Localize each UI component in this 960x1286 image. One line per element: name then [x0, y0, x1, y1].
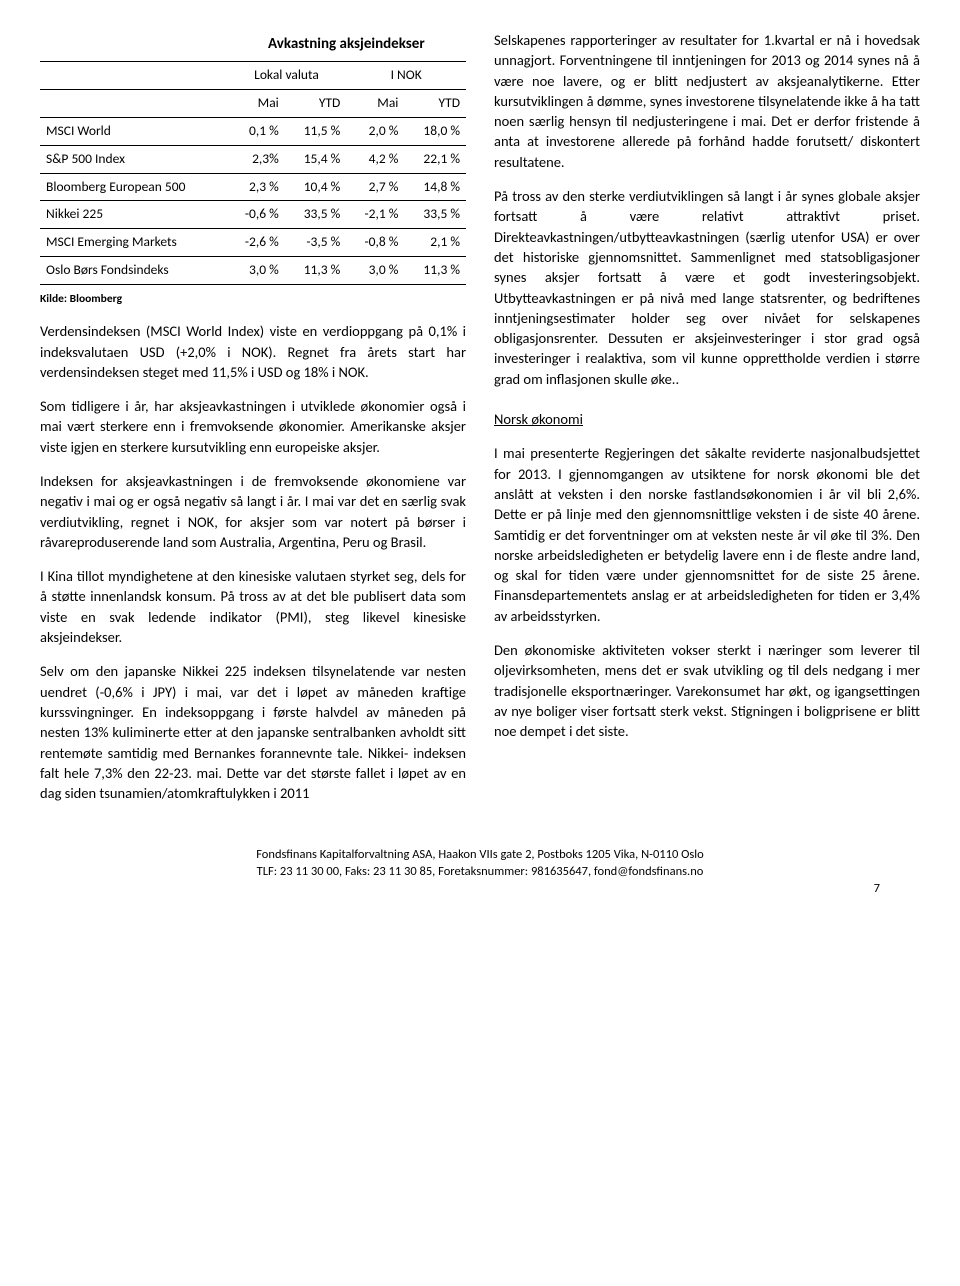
cell-value: 3,0 % [346, 257, 404, 285]
row-label: Oslo Børs Fondsindeks [40, 257, 227, 285]
table-source: Kilde: Bloomberg [40, 291, 466, 307]
table-row: Nikkei 225-0,6 %33,5 %-2,1 %33,5 % [40, 201, 466, 229]
cell-value: 22,1 % [404, 145, 466, 173]
row-label: Nikkei 225 [40, 201, 227, 229]
cell-value: 2,3% [227, 145, 285, 173]
table-row: MSCI World0,1 %11,5 %2,0 %18,0 % [40, 117, 466, 145]
col-ytd-1: YTD [285, 89, 347, 117]
para-left-2: Som tidligere i år, har aksjeavkastninge… [40, 396, 466, 457]
footer-line-1: Fondsfinans Kapitalforvaltning ASA, Haak… [256, 847, 704, 862]
cell-value: 18,0 % [404, 117, 466, 145]
col-mai-2: Mai [346, 89, 404, 117]
group-header-nok: I NOK [346, 62, 466, 90]
cell-value: 11,3 % [404, 257, 466, 285]
cell-value: -0,6 % [227, 201, 285, 229]
cell-value: -0,8 % [346, 229, 404, 257]
cell-value: 14,8 % [404, 173, 466, 201]
para-right-1: Selskapenes rapporteringer av resultater… [494, 30, 920, 172]
para-left-5: Selv om den japanske Nikkei 225 indeksen… [40, 661, 466, 803]
returns-table: Avkastning aksjeindekser Lokal valuta I … [40, 30, 466, 285]
cell-value: 2,1 % [404, 229, 466, 257]
table-title: Avkastning aksjeindekser [227, 30, 466, 62]
para-left-3: Indeksen for aksjeavkastningen i de frem… [40, 471, 466, 552]
cell-value: 2,3 % [227, 173, 285, 201]
cell-value: 4,2 % [346, 145, 404, 173]
group-header-local: Lokal valuta [227, 62, 347, 90]
table-row: MSCI Emerging Markets-2,6 %-3,5 %-0,8 %2… [40, 229, 466, 257]
page-footer: Fondsfinans Kapitalforvaltning ASA, Haak… [40, 847, 920, 880]
col-mai-1: Mai [227, 89, 285, 117]
cell-value: 0,1 % [227, 117, 285, 145]
para-right-2: På tross av den sterke verdiutviklingen … [494, 186, 920, 389]
table-row: S&P 500 Index2,3%15,4 %4,2 %22,1 % [40, 145, 466, 173]
table-row: Oslo Børs Fondsindeks3,0 %11,3 %3,0 %11,… [40, 257, 466, 285]
cell-value: 10,4 % [285, 173, 347, 201]
para-right-4: Den økonomiske aktiviteten vokser sterkt… [494, 640, 920, 741]
col-ytd-2: YTD [404, 89, 466, 117]
row-label: S&P 500 Index [40, 145, 227, 173]
cell-value: 11,3 % [285, 257, 347, 285]
row-label: MSCI Emerging Markets [40, 229, 227, 257]
cell-value: 33,5 % [285, 201, 347, 229]
cell-value: -2,6 % [227, 229, 285, 257]
cell-value: 2,0 % [346, 117, 404, 145]
cell-value: -3,5 % [285, 229, 347, 257]
cell-value: 3,0 % [227, 257, 285, 285]
cell-value: 33,5 % [404, 201, 466, 229]
cell-value: 2,7 % [346, 173, 404, 201]
table-corner [40, 30, 227, 62]
page-number: 7 [874, 880, 880, 898]
para-left-1: Verdensindeksen (MSCI World Index) viste… [40, 321, 466, 382]
heading-norsk-okonomi: Norsk økonomi [494, 410, 583, 428]
table-row: Bloomberg European 5002,3 %10,4 %2,7 %14… [40, 173, 466, 201]
cell-value: -2,1 % [346, 201, 404, 229]
para-right-3: I mai presenterte Regjeringen det såkalt… [494, 443, 920, 626]
cell-value: 11,5 % [285, 117, 347, 145]
para-left-4: I Kina tillot myndighetene at den kinesi… [40, 566, 466, 647]
footer-line-2: TLF: 23 11 30 00, Faks: 23 11 30 85, For… [257, 864, 704, 879]
row-label: MSCI World [40, 117, 227, 145]
cell-value: 15,4 % [285, 145, 347, 173]
row-label: Bloomberg European 500 [40, 173, 227, 201]
